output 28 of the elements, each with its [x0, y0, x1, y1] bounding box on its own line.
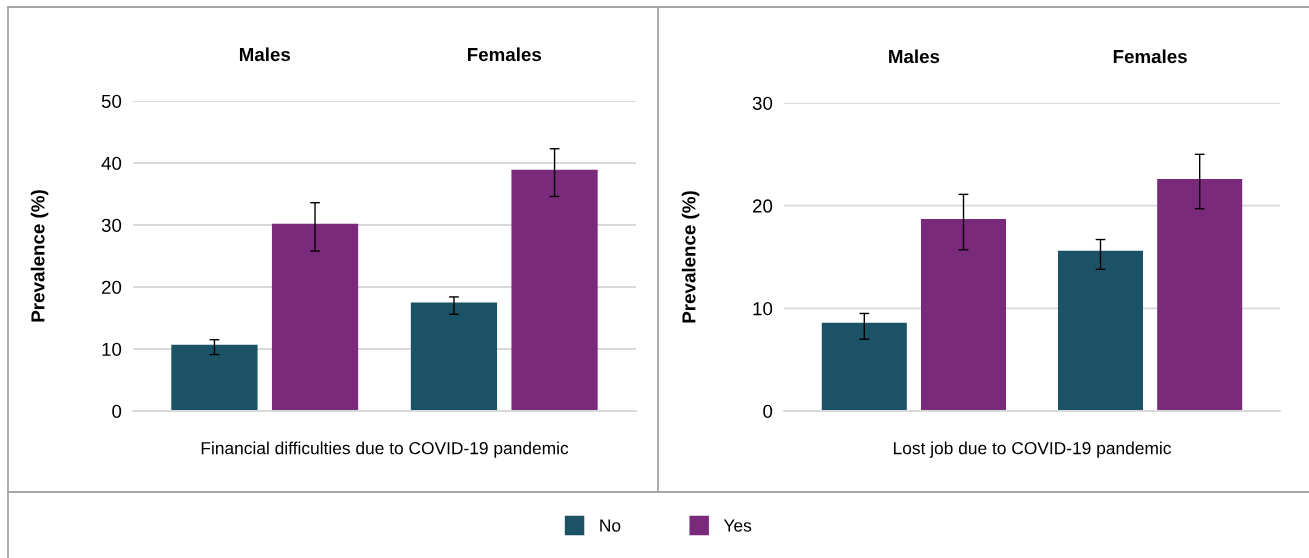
x-axis-title: Lost job due to COVID-19 pandemic — [893, 441, 1171, 458]
y-tick-label: 20 — [752, 199, 773, 213]
y-tick-label: 50 — [101, 94, 122, 108]
x-tick-label: Males — [239, 47, 291, 62]
y-axis-title: Prevalence (%) — [30, 190, 49, 322]
y-tick-label: 20 — [101, 280, 122, 294]
bar — [1157, 178, 1243, 411]
bar — [410, 302, 498, 411]
x-tick-label: Males — [889, 49, 940, 64]
y-tick-label: 10 — [102, 342, 122, 356]
x-tick-label: Females — [468, 47, 542, 62]
y-tick-label: 40 — [101, 156, 122, 170]
legend-label: No — [600, 519, 621, 532]
y-tick-label: 30 — [101, 218, 122, 232]
y-tick-label: 0 — [763, 404, 773, 418]
y-tick-label: 0 — [112, 404, 122, 418]
bar — [511, 169, 598, 411]
y-tick-label: 30 — [752, 96, 773, 110]
bar — [171, 344, 258, 411]
x-tick-label: Females — [1113, 49, 1187, 64]
y-tick-label: 10 — [753, 302, 773, 316]
y-axis-title: Prevalence (%) — [681, 191, 700, 323]
x-axis-title: Financial difficulties due to COVID-19 pandemic — [201, 441, 569, 458]
bar — [1057, 250, 1144, 411]
bar — [821, 322, 907, 411]
bar — [920, 219, 1007, 411]
legend-label: Yes — [723, 519, 752, 532]
bar — [271, 223, 359, 411]
